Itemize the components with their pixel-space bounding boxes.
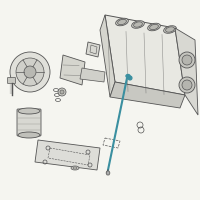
Polygon shape (105, 15, 185, 95)
Circle shape (128, 76, 132, 80)
Circle shape (179, 77, 195, 93)
Polygon shape (106, 171, 110, 175)
Ellipse shape (166, 27, 174, 32)
Polygon shape (110, 82, 185, 108)
Ellipse shape (150, 24, 158, 30)
Circle shape (182, 55, 192, 65)
Ellipse shape (18, 108, 40, 114)
Ellipse shape (18, 132, 40, 138)
Circle shape (60, 90, 64, 94)
FancyBboxPatch shape (17, 109, 41, 136)
Circle shape (182, 80, 192, 90)
Polygon shape (100, 15, 115, 97)
Ellipse shape (134, 22, 142, 27)
Circle shape (24, 66, 36, 78)
Ellipse shape (126, 74, 130, 77)
Polygon shape (175, 28, 198, 115)
FancyBboxPatch shape (8, 77, 16, 84)
Polygon shape (80, 68, 105, 82)
Circle shape (179, 52, 195, 68)
Ellipse shape (132, 21, 144, 28)
Circle shape (16, 58, 44, 86)
Circle shape (58, 88, 66, 96)
Circle shape (10, 52, 50, 92)
Polygon shape (86, 42, 100, 57)
Polygon shape (60, 55, 85, 85)
Ellipse shape (148, 23, 160, 31)
Ellipse shape (116, 18, 128, 26)
Ellipse shape (118, 19, 126, 25)
Polygon shape (35, 140, 100, 170)
Ellipse shape (71, 166, 79, 170)
Ellipse shape (164, 26, 176, 33)
